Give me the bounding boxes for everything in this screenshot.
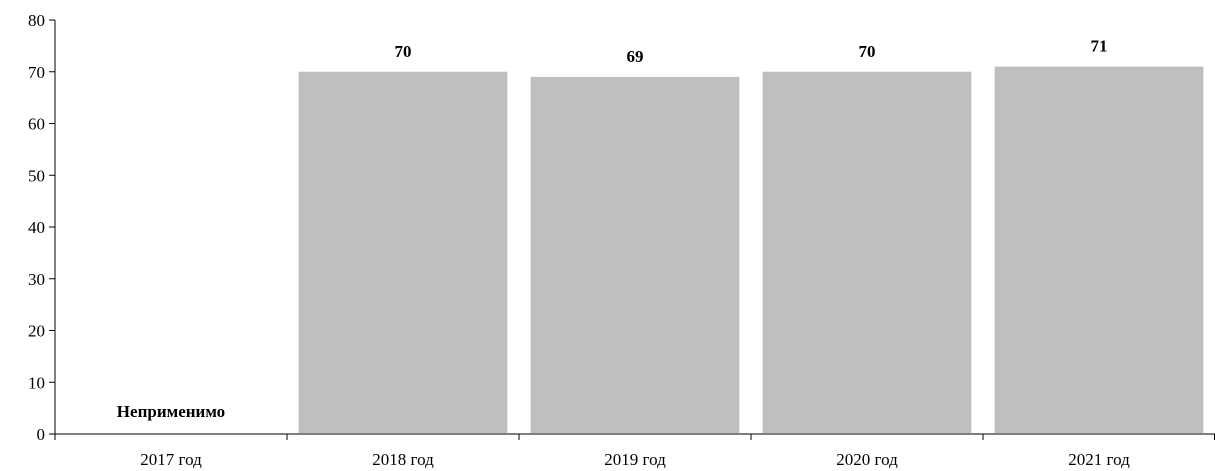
bar — [298, 71, 508, 433]
bar — [530, 76, 740, 434]
x-tick-label: 2017 год — [140, 450, 202, 469]
bar — [994, 66, 1204, 433]
data-label: 70 — [395, 42, 412, 61]
y-tick-label: 30 — [28, 270, 45, 289]
bar — [762, 71, 972, 433]
y-tick-label: 60 — [28, 115, 45, 134]
y-tick-label: 40 — [28, 218, 45, 237]
x-tick-label: 2019 год — [604, 450, 666, 469]
data-label: 69 — [627, 47, 644, 66]
x-tick-label: 2020 год — [836, 450, 898, 469]
data-label: 71 — [1091, 37, 1108, 56]
bars — [298, 66, 1204, 434]
x-tick-label: 2021 год — [1068, 450, 1130, 469]
y-tick-label: 20 — [28, 322, 45, 341]
data-labels: Неприменимо 70 69 70 71 — [117, 37, 1108, 421]
x-tick-label: 2018 год — [372, 450, 434, 469]
y-tick-label: 70 — [28, 63, 45, 82]
x-axis: 2017 год 2018 год 2019 год 2020 год 2021 год — [54, 433, 1215, 469]
y-tick-label: 50 — [28, 166, 45, 185]
data-label: 70 — [859, 42, 876, 61]
y-tick-label: 10 — [28, 373, 45, 392]
y-tick-label: 0 — [37, 425, 46, 444]
data-label-not-applicable: Неприменимо — [117, 402, 225, 421]
y-tick-label: 80 — [28, 11, 45, 30]
y-axis: 0 10 20 30 40 50 60 70 80 — [28, 11, 56, 444]
